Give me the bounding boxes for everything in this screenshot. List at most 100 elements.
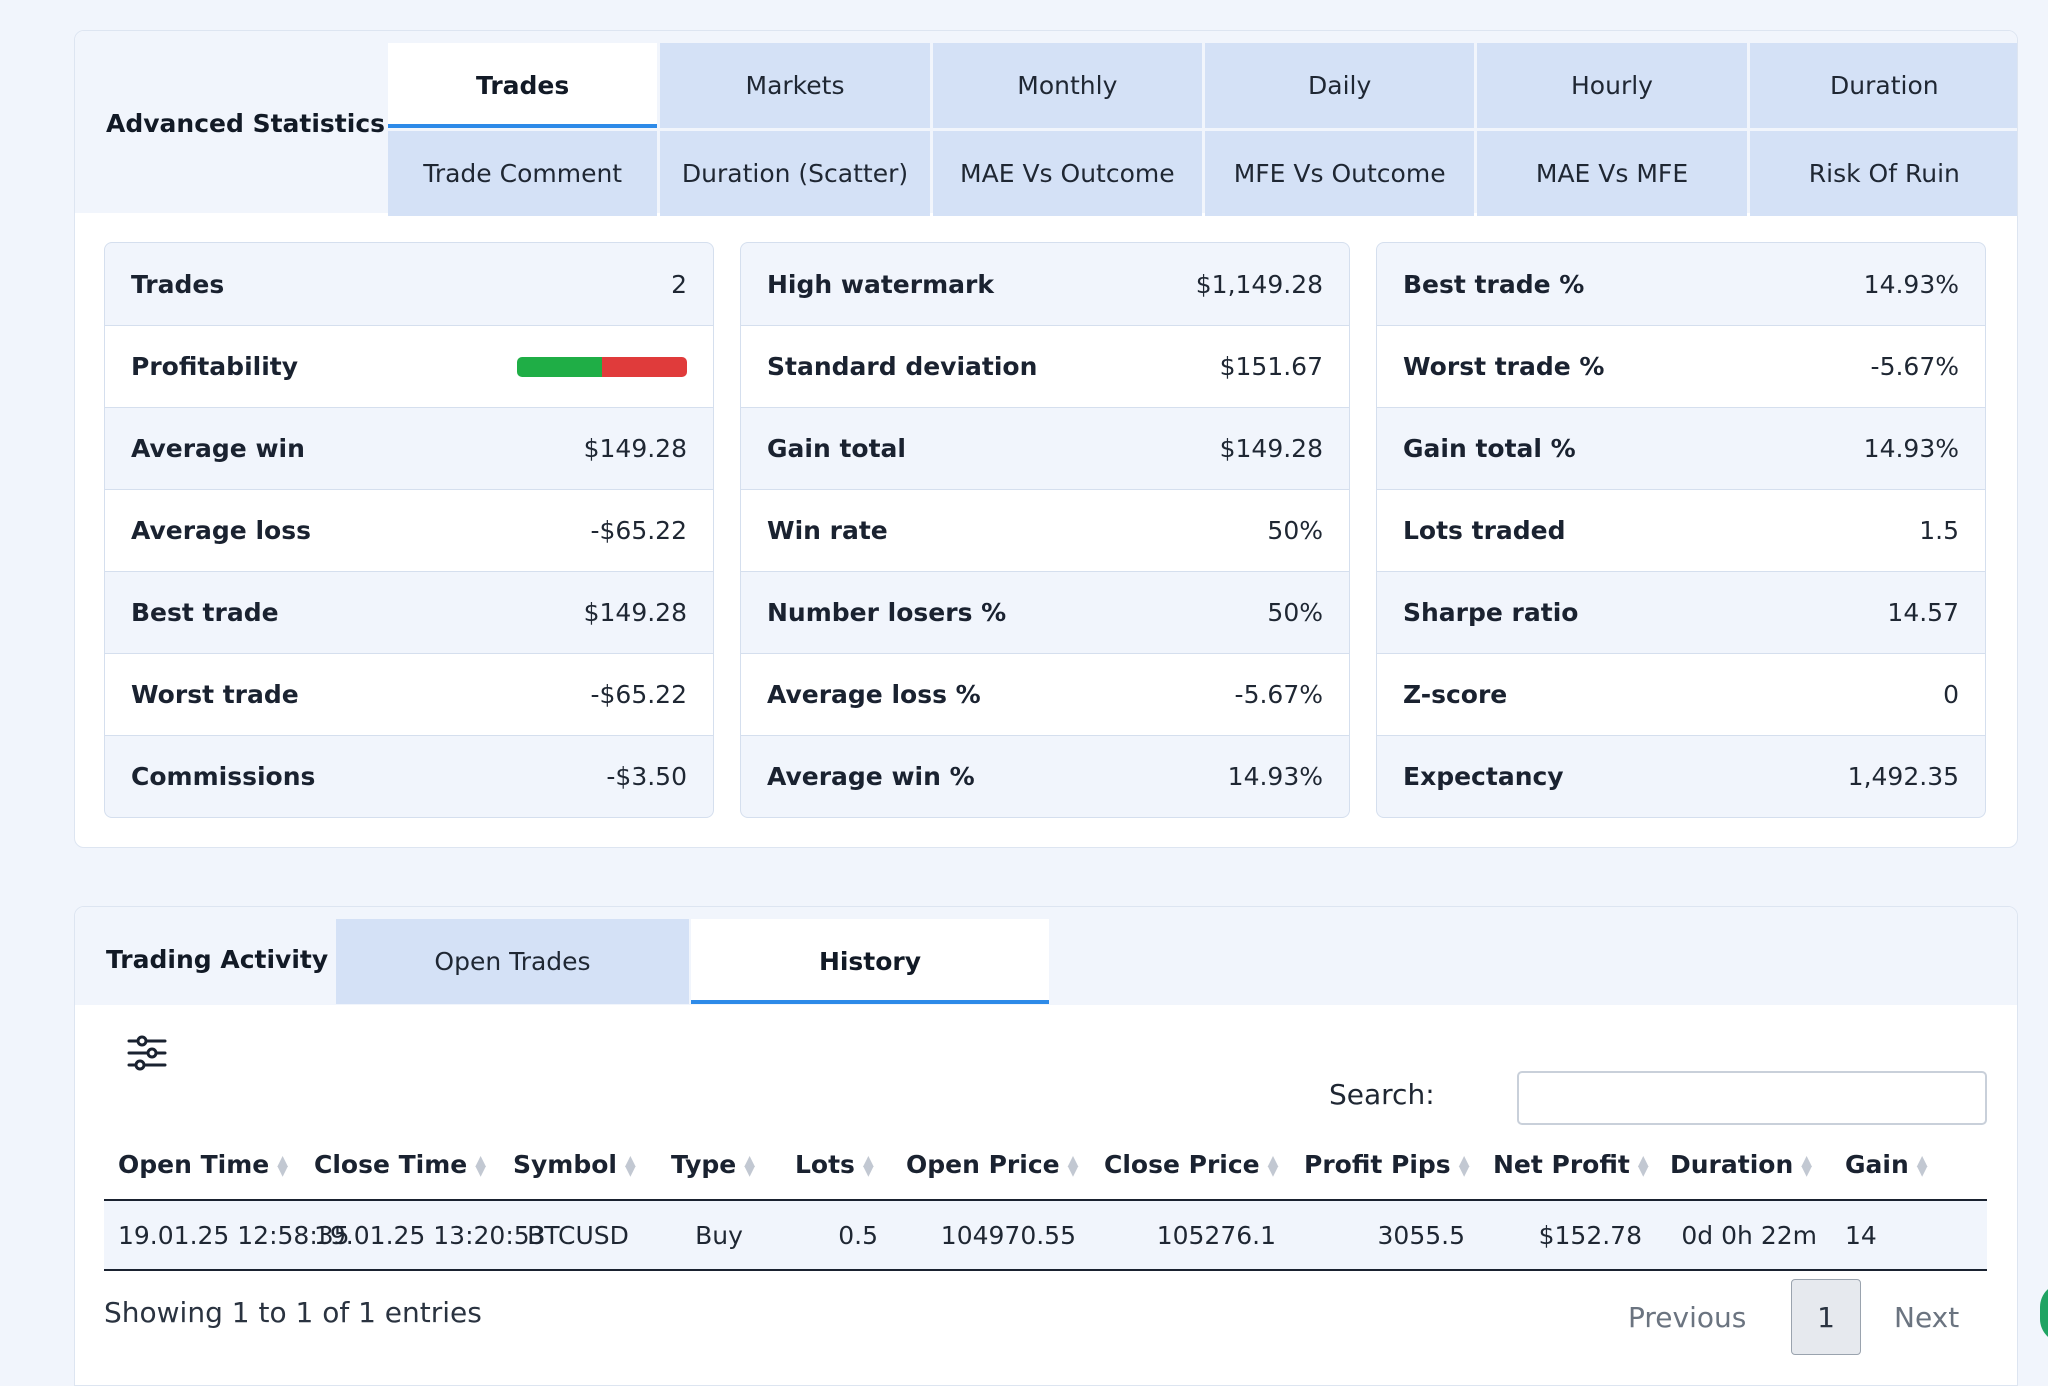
stat-label: Lots traded [1403,516,1566,545]
stat-value: 50% [1267,598,1323,627]
column-header-label: Symbol [513,1150,617,1179]
stat-label: Gain total % [1403,434,1576,463]
tab-trade-comment[interactable]: Trade Comment [388,131,658,216]
cell-lots: 0.5 [781,1200,892,1271]
tab-history[interactable]: History [691,919,1049,1004]
column-header-type[interactable]: Type ▲ ▼ [657,1130,781,1201]
stat-row-sharpe-ratio: Sharpe ratio 14.57 [1377,571,1985,653]
cell-net-profit: $152.78 [1479,1200,1656,1271]
stat-row-gain-total-pct: Gain total % 14.93% [1377,407,1985,489]
tab-hourly[interactable]: Hourly [1477,43,1747,128]
statistics-tabs: Trades Markets Monthly Daily Hourly Dura… [388,43,2017,216]
stat-value: 14.93% [1863,269,1959,299]
table-row[interactable]: 19.01.25 12:58:35 19.01.25 13:20:53 BTCU… [104,1200,1987,1271]
stat-label: Sharpe ratio [1403,598,1579,627]
column-header-open-time[interactable]: Open Time ▲ ▼ [104,1130,300,1201]
stat-row-number-losers: Number losers % 50% [741,571,1349,653]
stat-value: 1,492.35 [1847,762,1959,791]
column-header-close-price[interactable]: Close Price ▲ ▼ [1090,1130,1290,1201]
stat-label: Average loss % [767,680,981,709]
column-header-label: Profit Pips [1304,1150,1451,1179]
advanced-statistics-title: Advanced Statistics [106,109,386,138]
stat-label: Average win [131,434,305,463]
pagination-previous[interactable]: Previous [1628,1300,1747,1334]
trading-activity-title: Trading Activity [106,945,329,974]
stat-label: Profitability [131,352,299,381]
stat-label: Standard deviation [767,352,1038,381]
cell-close-price: 105276.1 [1090,1200,1290,1271]
trade-history-table-wrapper: Open Time ▲ ▼ Close Time ▲ ▼ Symbol ▲ ▼ Type ▲ ▼… [104,1130,1987,1271]
stat-label: Average win % [767,762,975,791]
chat-widget-button[interactable] [2040,1283,2048,1343]
stat-value: 14.57 [1887,598,1959,627]
tab-mae-vs-outcome[interactable]: MAE Vs Outcome [932,131,1202,216]
column-header-symbol[interactable]: Symbol ▲ ▼ [499,1130,657,1201]
tab-trades[interactable]: Trades [388,43,658,128]
stat-label: High watermark [767,269,994,299]
stat-value: $149.28 [1219,434,1323,463]
stat-row-average-loss-pct: Average loss % -5.67% [741,653,1349,735]
tab-mfe-vs-outcome[interactable]: MFE Vs Outcome [1205,131,1475,216]
column-header-label: Close Price [1104,1150,1260,1179]
stat-row-win-rate: Win rate 50% [741,489,1349,571]
stat-row-average-loss: Average loss -$65.22 [105,489,713,571]
cell-close-time: 19.01.25 13:20:53 [300,1200,546,1271]
tab-open-trades[interactable]: Open Trades [336,919,689,1004]
stat-row-worst-trade: Worst trade -$65.22 [105,653,713,735]
stat-row-worst-trade-pct: Worst trade % -5.67% [1377,325,1985,407]
column-header-label: Net Profit [1493,1150,1630,1179]
tab-daily[interactable]: Daily [1205,43,1475,128]
search-input[interactable] [1517,1071,1987,1125]
tab-monthly[interactable]: Monthly [932,43,1202,128]
stat-value: $149.28 [583,598,687,627]
sort-icon: ▲ ▼ [1267,1153,1279,1179]
stat-row-gain-total: Gain total $149.28 [741,407,1349,489]
stat-row-lots-traded: Lots traded 1.5 [1377,489,1985,571]
stat-value: $149.28 [583,434,687,463]
column-header-label: Type [671,1150,737,1179]
column-header-label: Lots [795,1150,855,1179]
column-header-label: Close Time [314,1150,468,1179]
column-header-label: Open Price [906,1150,1060,1179]
stat-value: -5.67% [1234,680,1323,709]
pagination-page-1[interactable]: 1 [1791,1279,1861,1355]
stat-label: Z-score [1403,680,1508,709]
stat-label: Trades [131,269,225,299]
column-header-close-time[interactable]: Close Time ▲ ▼ [300,1130,499,1201]
sliders-icon[interactable] [127,1033,167,1073]
stat-label: Best trade [131,598,279,627]
column-header-profit-pips[interactable]: Profit Pips ▲ ▼ [1290,1130,1479,1201]
column-header-lots[interactable]: Lots ▲ ▼ [781,1130,892,1201]
tab-duration[interactable]: Duration [1749,43,2017,128]
stat-row-best-trade: Best trade $149.28 [105,571,713,653]
cell-gain: 14 [1831,1200,1987,1271]
advanced-statistics-card: Advanced Statistics Trades Markets Month… [74,30,2018,848]
column-header-label: Open Time [118,1150,270,1179]
sort-icon: ▲ ▼ [1801,1153,1813,1179]
column-header-open-price[interactable]: Open Price ▲ ▼ [892,1130,1090,1201]
column-header-gain[interactable]: Gain ▲ ▼ [1831,1130,1987,1201]
table-info: Showing 1 to 1 of 1 entries [104,1296,482,1329]
sort-icon: ▲ ▼ [1916,1153,1928,1179]
cell-open-price: 104970.55 [892,1200,1090,1271]
column-header-label: Gain [1845,1150,1909,1179]
search-label: Search: [1329,1078,1435,1111]
tab-mae-vs-mfe[interactable]: MAE Vs MFE [1477,131,1747,216]
pagination-next[interactable]: Next [1894,1300,1960,1334]
column-header-net-profit[interactable]: Net Profit ▲ ▼ [1479,1130,1656,1201]
tab-duration-scatter[interactable]: Duration (Scatter) [660,131,930,216]
statistics-panel-general: Trades 2 Profitability Average win $149.… [104,242,714,818]
statistics-panel-ratios: Best trade % 14.93% Worst trade % -5.67%… [1376,242,1986,818]
stat-label: Win rate [767,516,888,545]
tab-markets[interactable]: Markets [660,43,930,128]
sort-icon: ▲ ▼ [277,1153,289,1179]
profitability-bar [517,356,687,377]
stat-value: -$65.22 [590,680,688,709]
stat-row-average-win-pct: Average win % 14.93% [741,735,1349,817]
tab-risk-of-ruin[interactable]: Risk Of Ruin [1749,131,2017,216]
stat-value: -5.67% [1870,352,1959,381]
table-header-row: Open Time ▲ ▼ Close Time ▲ ▼ Symbol ▲ ▼ Type ▲ ▼… [104,1130,1987,1201]
statistics-panel-performance: High watermark $1,149.28 Standard deviat… [740,242,1350,818]
column-header-duration[interactable]: Duration ▲ ▼ [1656,1130,1831,1201]
stat-label: Worst trade % [1403,352,1605,381]
